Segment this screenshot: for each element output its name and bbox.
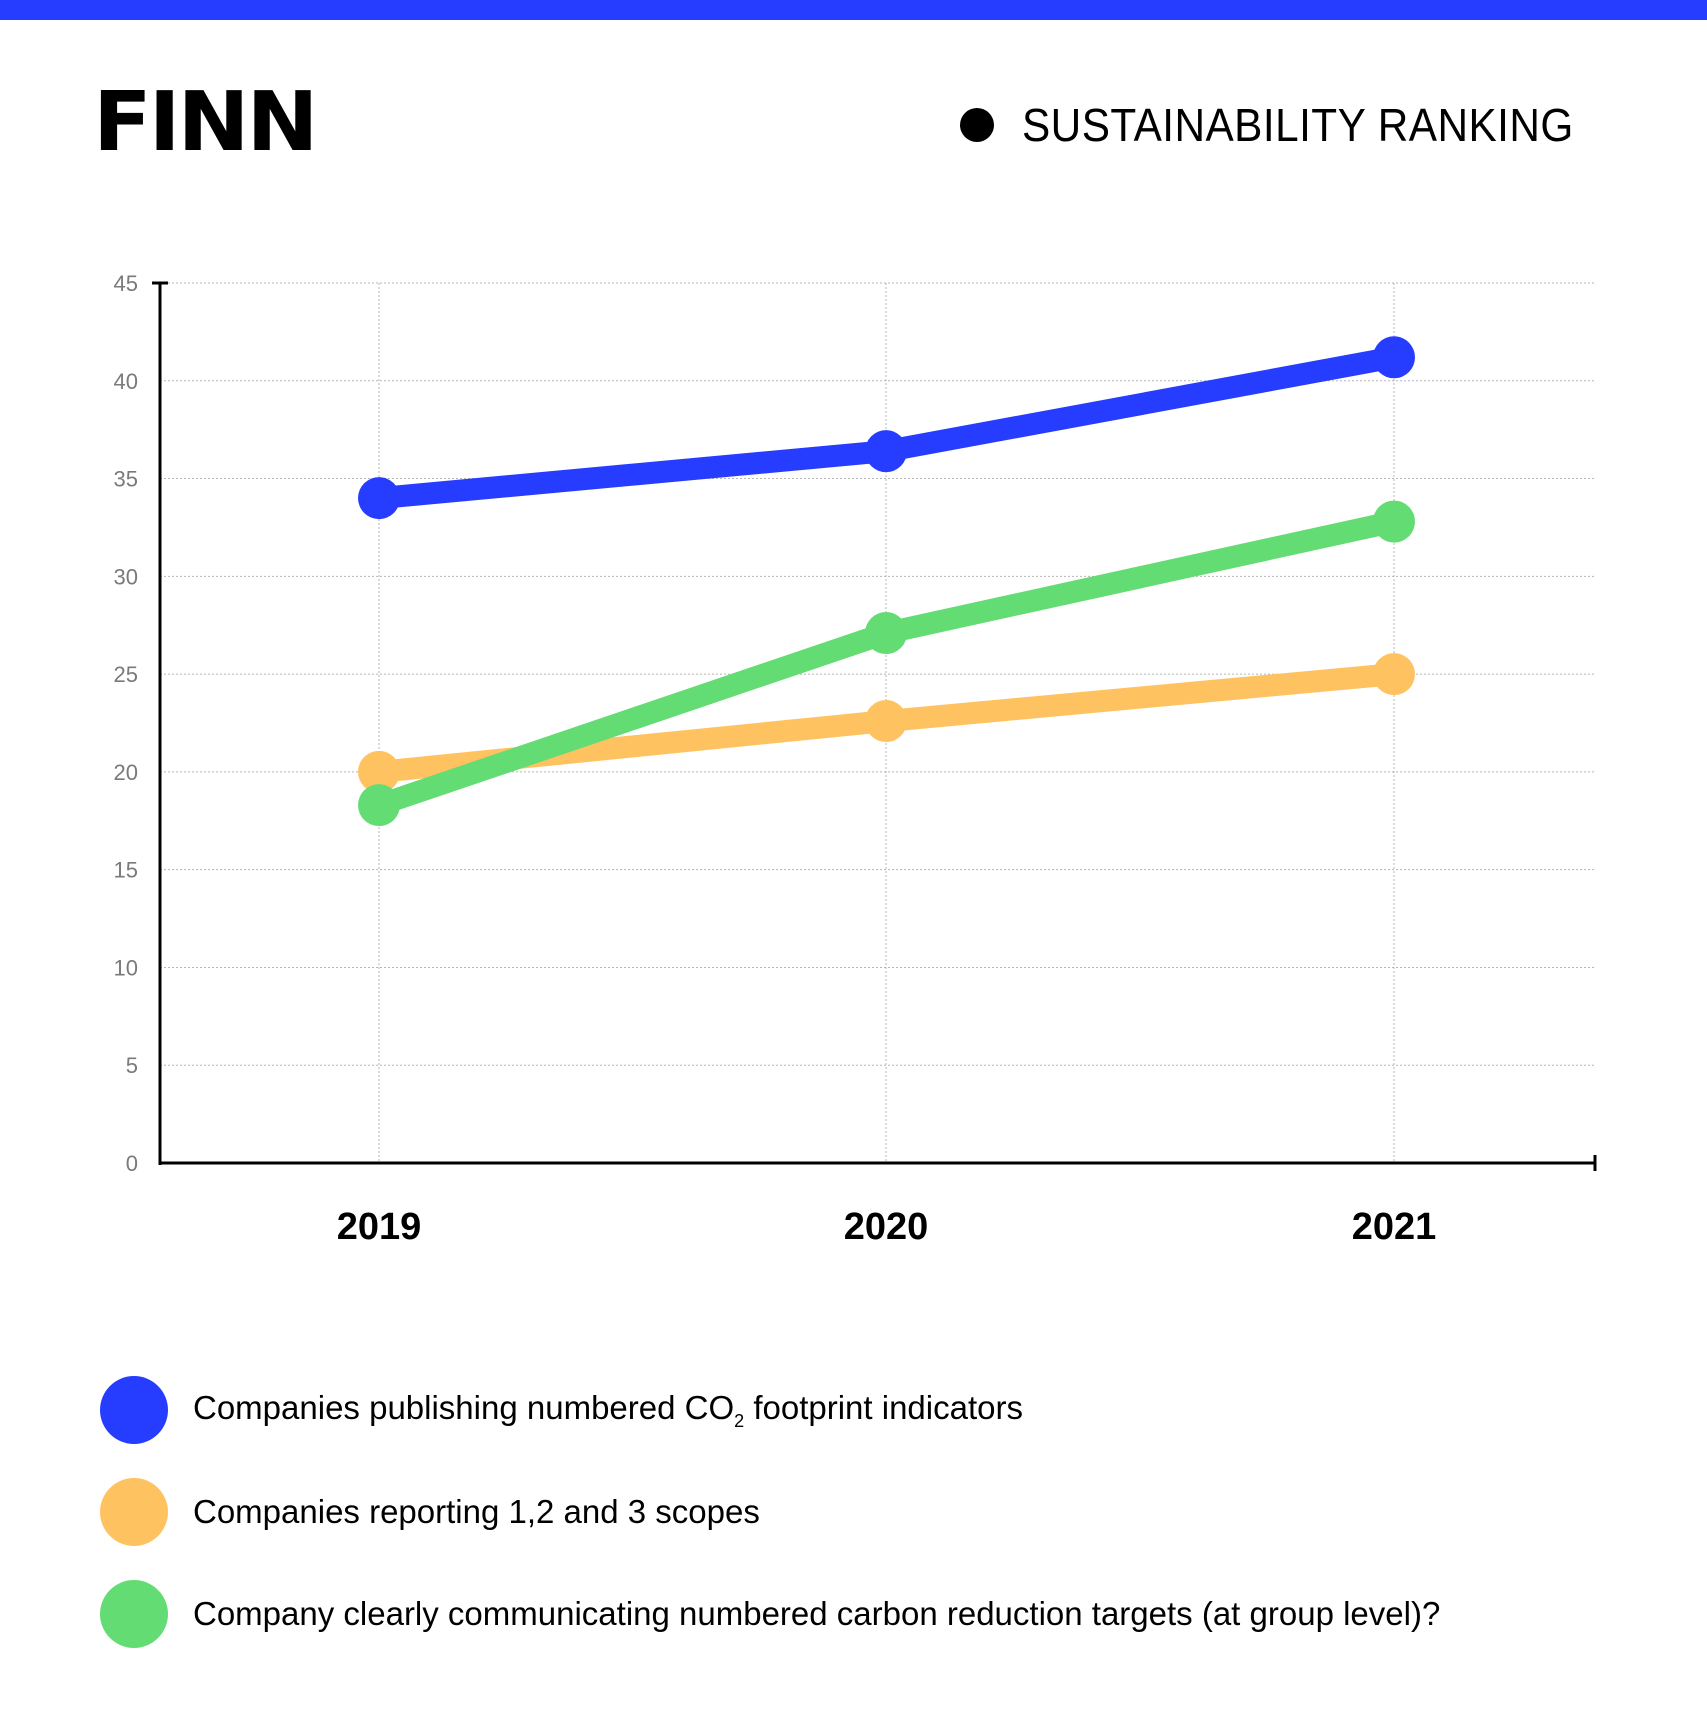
y-tick-label: 10 [114, 955, 138, 980]
x-tick-label: 2021 [1352, 1206, 1437, 1248]
series-1 [358, 336, 1415, 520]
legend-label-main: Companies publishing numbered CO [193, 1388, 735, 1426]
legend-label-tail: footprint indicators [744, 1388, 1023, 1426]
data-point [358, 784, 400, 827]
data-point [358, 750, 400, 793]
x-axis-ticks: 2019 2020 2021 [337, 1206, 1437, 1248]
bullet-icon [960, 108, 994, 142]
legend-swatch-icon [100, 1580, 168, 1648]
x-tick-label: 2020 [844, 1206, 929, 1248]
y-tick-label: 5 [126, 1053, 138, 1078]
legend-label-subscript: 2 [734, 1410, 745, 1431]
y-tick-label: 0 [126, 1151, 138, 1176]
legend-label-main: Company clearly communicating numbered c… [193, 1595, 1441, 1632]
legend-swatch-icon [100, 1478, 168, 1546]
series-3 [358, 500, 1415, 827]
finn-logo: FINN [93, 75, 319, 170]
data-point [1373, 653, 1415, 696]
y-tick-label: 40 [114, 369, 138, 394]
data-point [358, 477, 400, 520]
legend-item: Companies reporting 1,2 and 3 scopes [100, 1478, 1440, 1546]
legend-label: Companies reporting 1,2 and 3 scopes [193, 1493, 760, 1531]
y-tick-label: 30 [114, 564, 138, 589]
top-accent-bar [0, 0, 1707, 20]
grid-lines [160, 282, 1595, 1163]
data-point [865, 430, 907, 473]
x-tick-label: 2019 [337, 1206, 422, 1248]
data-point [865, 612, 907, 655]
chart-title-group: SUSTAINABILITY RANKING [960, 102, 1622, 148]
legend-label: Company clearly communicating numbered c… [193, 1595, 1440, 1633]
data-point [1373, 500, 1415, 543]
series-group [358, 336, 1415, 827]
y-tick-label: 35 [114, 467, 138, 492]
y-tick-label: 20 [114, 760, 138, 785]
legend-item: Companies publishing numbered CO2 footpr… [100, 1376, 1440, 1444]
y-tick-label: 45 [114, 271, 138, 296]
legend-label-main: Companies reporting 1,2 and 3 scopes [193, 1493, 760, 1530]
y-axis-ticks: 0 5 10 15 20 25 30 35 40 45 [114, 271, 138, 1176]
data-point [1373, 336, 1415, 379]
data-point [865, 700, 907, 743]
y-tick-label: 25 [114, 662, 138, 687]
legend-label: Companies publishing numbered CO2 footpr… [193, 1389, 1023, 1432]
line-chart: 0 5 10 15 20 25 30 35 40 45 2019 2020 2021 [114, 271, 1597, 1248]
y-tick-label: 15 [114, 858, 138, 883]
legend: Companies publishing numbered CO2 footpr… [100, 1376, 1440, 1682]
chart-title: SUSTAINABILITY RANKING [1022, 99, 1574, 151]
legend-item: Company clearly communicating numbered c… [100, 1580, 1440, 1648]
axes [152, 281, 1597, 1171]
legend-swatch-icon [100, 1376, 168, 1444]
